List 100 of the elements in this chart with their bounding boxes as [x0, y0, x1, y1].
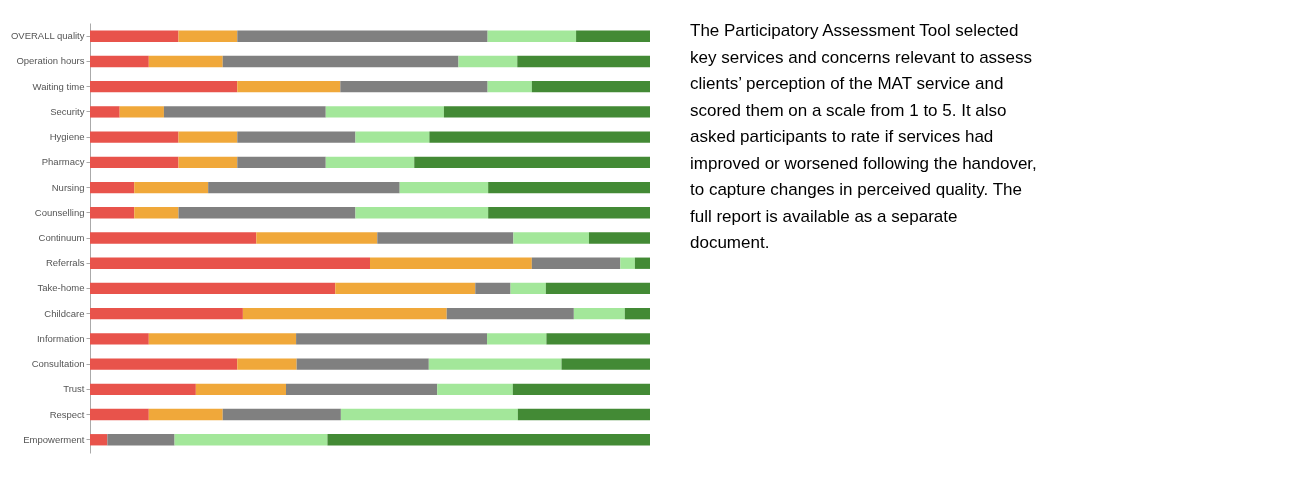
bar [90, 282, 336, 295]
bar [634, 257, 650, 269]
bar [355, 131, 430, 143]
bar [355, 207, 489, 219]
bar [561, 358, 650, 370]
bar [256, 232, 378, 244]
bar [296, 333, 488, 345]
bar [517, 55, 650, 68]
bar [90, 181, 135, 194]
bar [119, 106, 164, 118]
y-tick-label: Security [50, 105, 85, 117]
bar [90, 106, 120, 118]
y-tick-label: Consultation [31, 358, 85, 370]
bar [286, 383, 438, 395]
bar [531, 81, 650, 93]
bar [237, 30, 488, 42]
y-tick-label: Counselling [34, 206, 85, 218]
bar [237, 358, 297, 370]
bar [576, 30, 650, 42]
y-tick-label: Referrals [45, 257, 85, 269]
bar [335, 282, 476, 295]
bar [222, 408, 341, 421]
bar [399, 181, 489, 194]
bar [90, 207, 135, 219]
y-tick-label: Respect [49, 408, 85, 420]
y-tick-label: Empowerment [23, 433, 85, 445]
bar [573, 307, 625, 320]
y-tick-label: Waiting time [32, 80, 85, 92]
bar [237, 156, 326, 169]
bar [620, 257, 635, 269]
bar [174, 434, 328, 446]
bar [488, 207, 650, 219]
y-tick-label: Childcare [44, 307, 85, 319]
bar [90, 81, 238, 93]
bar [588, 232, 650, 244]
bar [163, 106, 326, 118]
bar [208, 181, 400, 194]
bar [327, 434, 650, 446]
bar [148, 55, 223, 68]
bar [475, 282, 511, 295]
bar [107, 434, 175, 446]
y-tick-label: Information [36, 332, 85, 344]
bar [512, 383, 650, 395]
bar [488, 181, 650, 194]
y-tick-label: Pharmacy [41, 156, 85, 168]
bar [90, 408, 149, 421]
bar [513, 232, 589, 244]
bar [178, 207, 356, 219]
bar [195, 383, 286, 395]
y-tick-label: Take-home [37, 282, 85, 294]
bar [90, 55, 149, 68]
bar [429, 131, 650, 143]
bar [487, 81, 532, 93]
bar [222, 55, 459, 68]
bar [325, 156, 415, 169]
y-tick-label: Hygiene [49, 131, 85, 143]
bar [90, 257, 370, 269]
bar [90, 358, 238, 370]
bar [296, 358, 429, 370]
bar [517, 408, 650, 421]
bar [90, 30, 179, 42]
text: The Participatory Assessment Tool selected key services and concerns relevant to assess clients’ perception of the MAT service and scored them on a scale from 1 to 5. It also asked participants to rate if services had improved or worsened following the handover, to capture changes in perceived quality. The full report is available as a separate document. [690, 21, 1037, 252]
y-tick-label: OVERALL quality [10, 30, 85, 42]
bar [370, 257, 532, 269]
bar [90, 156, 179, 169]
bar [487, 333, 547, 345]
y-tick-label: Operation hours [16, 55, 85, 67]
bar [178, 30, 238, 42]
bar [134, 181, 209, 194]
bar [90, 434, 108, 446]
bar [340, 81, 488, 93]
bar [237, 81, 341, 93]
bar [242, 307, 447, 320]
bar [90, 383, 196, 395]
y-tick-label: Continuum [38, 232, 85, 243]
bar [340, 408, 518, 421]
bar [377, 232, 514, 244]
bar [178, 131, 238, 143]
bar [325, 106, 444, 118]
bar [487, 30, 577, 42]
bar [90, 131, 179, 143]
bar [90, 307, 243, 320]
bar [90, 232, 257, 244]
bar [148, 333, 297, 345]
bar [148, 408, 223, 421]
bar [428, 358, 562, 370]
y-tick-label: Trust [63, 383, 85, 395]
bar [446, 307, 574, 320]
bar [414, 156, 650, 169]
bar [90, 333, 149, 345]
bar [531, 257, 621, 269]
bar [510, 282, 546, 295]
bar [458, 55, 518, 68]
bar [545, 282, 650, 295]
bar [437, 383, 513, 395]
bar [443, 106, 650, 118]
bar [134, 207, 179, 219]
bar [237, 131, 356, 143]
bar [624, 307, 650, 320]
bar [546, 333, 650, 345]
